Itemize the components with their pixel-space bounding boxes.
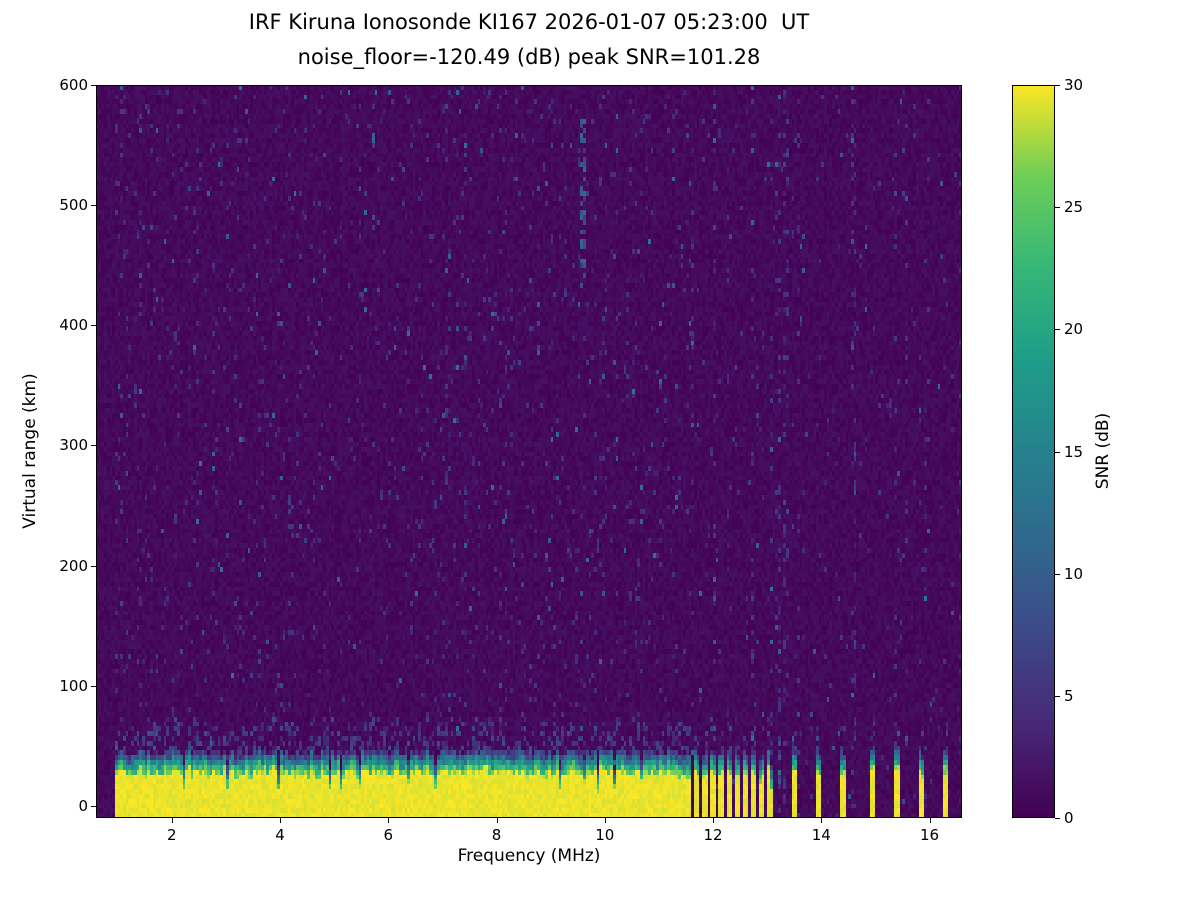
y-tick-mark (91, 85, 96, 86)
y-tick-mark (91, 565, 96, 567)
x-tick-mark (388, 818, 390, 823)
y-tick-label: 600 (59, 76, 88, 94)
colorbar-tick-mark (1055, 573, 1060, 575)
x-tick-mark (929, 818, 931, 823)
colorbar-tick-mark (1055, 451, 1060, 453)
y-tick-mark (91, 685, 96, 687)
x-tick-mark (171, 818, 173, 823)
colorbar-tick-label: 5 (1064, 686, 1074, 705)
y-tick-label: 0 (78, 796, 88, 815)
colorbar-tick-label: 30 (1064, 76, 1084, 94)
x-tick-label: 10 (595, 826, 615, 844)
x-tick-mark (604, 818, 606, 823)
y-tick-label: 500 (59, 196, 88, 215)
x-tick-label: 12 (703, 826, 723, 844)
x-tick-mark (713, 818, 715, 823)
y-tick-mark (91, 805, 96, 807)
chart-title: IRF Kiruna Ionosonde KI167 2026-01-07 05… (248, 10, 810, 34)
colorbar-tick-label: 20 (1064, 320, 1084, 339)
colorbar-tick-mark (1055, 695, 1060, 697)
colorbar-tick-label: 15 (1064, 442, 1084, 461)
x-tick-mark (496, 818, 498, 823)
y-tick-label: 200 (59, 556, 88, 575)
colorbar-gradient (1012, 85, 1055, 818)
colorbar-tick-label: 0 (1064, 809, 1074, 827)
y-tick-label: 300 (59, 436, 88, 455)
x-tick-label: 6 (383, 826, 394, 844)
y-tick-label: 100 (59, 676, 88, 695)
colorbar-tick-mark (1055, 329, 1060, 331)
colorbar-label: SNR (dB) (1093, 412, 1113, 490)
x-tick-mark (280, 818, 282, 823)
x-tick-label: 14 (811, 826, 831, 844)
y-tick-mark (91, 205, 96, 207)
colorbar-tick-mark (1055, 207, 1060, 209)
y-tick-mark (91, 325, 96, 327)
colorbar-tick-mark (1055, 85, 1060, 86)
x-tick-label: 4 (275, 826, 285, 844)
y-tick-mark (91, 445, 96, 447)
colorbar-tick-label: 25 (1064, 198, 1084, 217)
y-axis-label: Virtual range (km) (20, 373, 40, 529)
x-axis-label: Frequency (MHz) (457, 846, 601, 866)
x-tick-mark (821, 818, 823, 823)
colorbar-tick-mark (1055, 818, 1060, 819)
x-tick-label: 16 (919, 826, 940, 844)
y-tick-label: 400 (59, 316, 88, 335)
colorbar-tick-label: 10 (1064, 564, 1084, 583)
x-tick-label: 8 (491, 826, 502, 844)
chart-subtitle: noise_floor=-120.49 (dB) peak SNR=101.28 (297, 45, 761, 69)
x-tick-label: 2 (166, 826, 177, 844)
heatmap-canvas (96, 85, 962, 818)
